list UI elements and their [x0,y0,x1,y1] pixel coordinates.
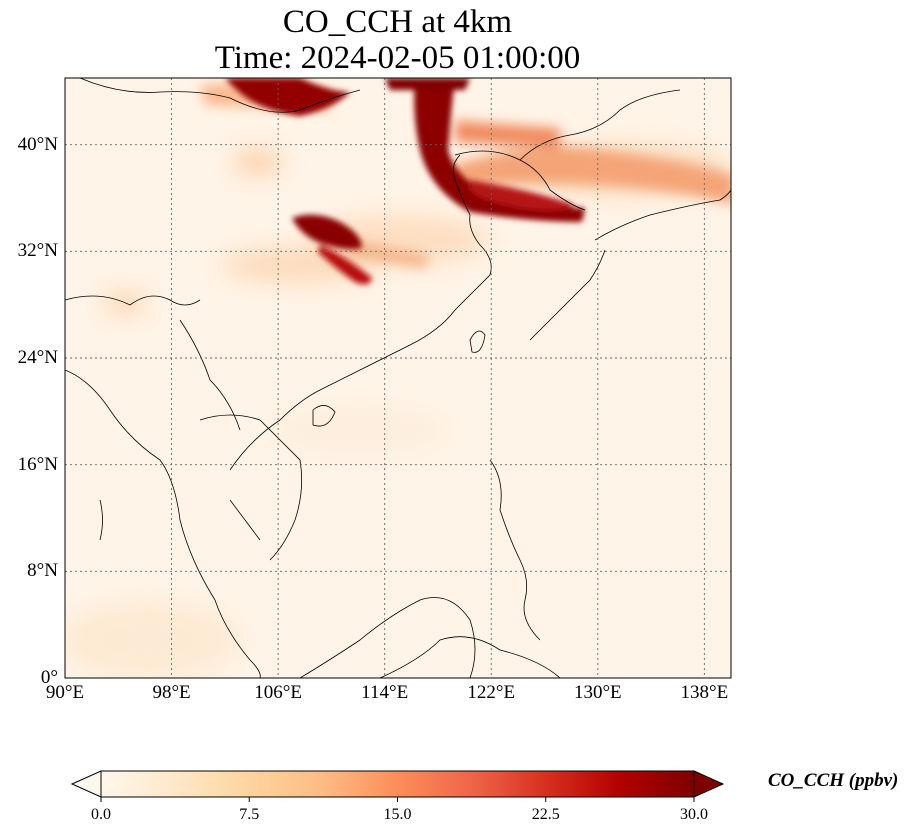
longitude-tick-label: 98°E [152,682,191,703]
map-frame [64,77,732,679]
colorbar-tick-label: 30.0 [680,806,708,823]
latitude-tick-label: 8°N [27,560,58,582]
map-title: CO_CCH at 4km [282,4,513,40]
colorbar-max-extend [693,770,725,798]
latitude-tick-label: 24°N [17,347,58,368]
colorbar-min-extend [70,770,102,798]
longitude-tick-label: 114°E [361,682,409,703]
colorbar-label: CO_CCH (ppbv) [768,770,899,791]
colorbar-tick-label: 15.0 [383,806,412,823]
coastline-borders [65,78,731,678]
latitude-tick-label: 0° [40,667,58,688]
latitude-tick-label: 16°N [17,453,58,475]
colorbar-tick-label: 7.5 [239,806,260,823]
concentration-field [65,78,731,678]
longitude-tick-label: 122°E [467,682,516,703]
map-gridlines [65,78,731,678]
colorbar-tick-label: 0.0 [91,806,111,823]
longitude-tick-label: 138°E [680,682,729,703]
map-canvas [64,77,732,679]
latitude-tick-label: 40°N [17,133,58,155]
longitude-tick-label: 106°E [254,682,302,703]
longitude-tick-label: 130°E [573,682,622,703]
map-subtitle-time: Time: 2024-02-05 01:00:00 [214,40,581,76]
latitude-tick-label: 32°N [17,240,58,262]
colorbar-tick-label: 22.5 [531,806,560,823]
colorbar-gradient [100,770,695,798]
longitude-tick-label: 90°E [45,682,85,703]
